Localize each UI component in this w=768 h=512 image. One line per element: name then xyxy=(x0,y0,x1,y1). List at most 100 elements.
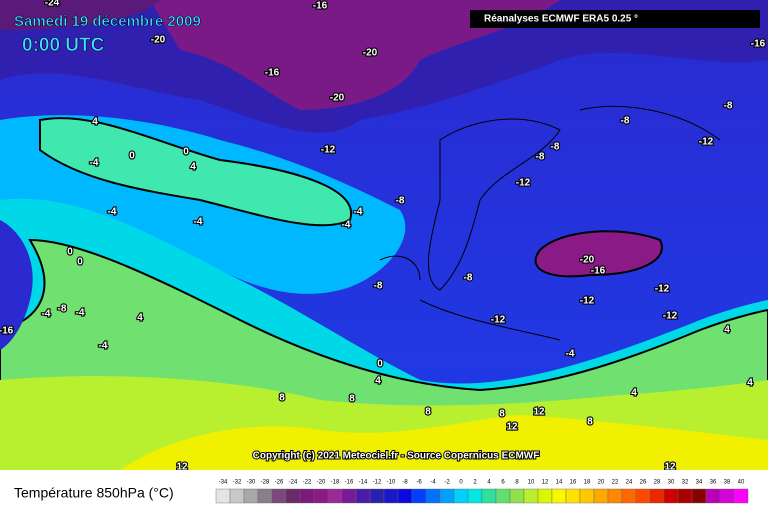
coastline xyxy=(379,105,721,341)
contour-label: -4 xyxy=(42,309,51,320)
contour-label: -4 xyxy=(194,217,203,228)
cold-pocket xyxy=(0,220,33,350)
legend-swatch xyxy=(523,488,539,504)
contour-label: -8 xyxy=(396,196,405,207)
contour-label: -8 xyxy=(58,304,67,315)
source-box xyxy=(470,10,760,28)
source-text: Réanalyses ECMWF ERA5 0.25 ° xyxy=(484,14,638,25)
legend-value: 24 xyxy=(626,480,633,486)
legend-swatch xyxy=(481,488,497,504)
legend-swatch xyxy=(285,488,301,504)
contour-label: 4 xyxy=(137,313,143,324)
arctic-cold-region xyxy=(0,0,160,30)
contour-label: -16 xyxy=(591,266,606,277)
legend-swatch xyxy=(215,488,231,504)
legend-value: 12 xyxy=(542,480,549,486)
contour-label: -20 xyxy=(151,35,166,46)
contour-label: 8 xyxy=(587,417,593,428)
legend-value: -22 xyxy=(303,480,312,486)
legend-value: -30 xyxy=(247,480,256,486)
legend-value: -26 xyxy=(275,480,284,486)
legend-value: 40 xyxy=(738,480,745,486)
legend-value: 34 xyxy=(696,480,703,486)
contour-label: 12 xyxy=(506,422,518,433)
contour-label: -8 xyxy=(551,142,560,153)
contour-label: -20 xyxy=(363,48,378,59)
legend-value: 14 xyxy=(556,480,563,486)
legend-value: 26 xyxy=(640,480,647,486)
legend-value: 30 xyxy=(668,480,675,486)
legend-swatch xyxy=(243,488,259,504)
legend-value: 8 xyxy=(515,480,519,486)
contour-label: -12 xyxy=(516,178,531,189)
legend-value: -18 xyxy=(331,480,340,486)
legend-swatch xyxy=(467,488,483,504)
legend-value: 10 xyxy=(528,480,535,486)
legend-value: -14 xyxy=(359,480,368,486)
legend-value: -34 xyxy=(219,480,228,486)
arctic-cold-region xyxy=(150,0,560,110)
legend-value: -2 xyxy=(444,480,450,486)
legend-value: -4 xyxy=(430,480,436,486)
legend-swatch xyxy=(299,488,315,504)
contour-label: 0 xyxy=(183,147,189,158)
coastline xyxy=(428,118,561,291)
contour-label: 4 xyxy=(747,378,753,389)
legend-swatch xyxy=(495,488,511,504)
contour-label: 8 xyxy=(425,407,431,418)
legend-value: 2 xyxy=(473,480,477,486)
contour-label: 4 xyxy=(724,325,730,336)
contour-label: -8 xyxy=(536,152,545,163)
legend-swatch xyxy=(565,488,581,504)
contour-label: -4 xyxy=(566,349,575,360)
contour-label: -4 xyxy=(76,308,85,319)
legend-swatch xyxy=(551,488,567,504)
contour-label: -12 xyxy=(491,315,506,326)
legend-value: -24 xyxy=(289,480,298,486)
legend-swatch xyxy=(313,488,329,504)
contour-labels: -24 -16-20-20-16-20-16-12-8-8-8 -12-12-8-4… xyxy=(0,0,767,474)
legend-swatch xyxy=(635,488,651,504)
legend-swatch xyxy=(327,488,343,504)
legend-value: -6 xyxy=(416,480,422,486)
contour-label: 4 xyxy=(375,376,381,387)
copyright: Copyright (c) 2021 Meteociel.fr - Source… xyxy=(253,451,540,462)
legend-swatch xyxy=(593,488,609,504)
mild-core xyxy=(39,117,353,227)
contour-label: 0 xyxy=(129,151,135,162)
legend-value: 28 xyxy=(654,480,661,486)
contour-label: 4 xyxy=(92,117,98,128)
legend-swatch xyxy=(607,488,623,504)
cold-core xyxy=(534,230,663,278)
legend-swatch xyxy=(663,488,679,504)
legend-swatch xyxy=(537,488,553,504)
contour-label: -12 xyxy=(655,284,670,295)
legend-value: -8 xyxy=(402,480,408,486)
contour-label: -8 xyxy=(724,101,733,112)
contour-label: -16 xyxy=(751,39,766,50)
contour-label: -4 xyxy=(90,158,99,169)
legend-value: -20 xyxy=(317,480,326,486)
legend-swatch xyxy=(453,488,469,504)
contour-label: -16 xyxy=(265,68,280,79)
legend-value: 16 xyxy=(570,480,577,486)
legend-value: 20 xyxy=(598,480,605,486)
contour-label: 8 xyxy=(279,393,285,404)
legend-value: 18 xyxy=(584,480,591,486)
legend-value: -10 xyxy=(387,480,396,486)
contour-label: -24 xyxy=(45,0,60,9)
contour-label: 4 xyxy=(631,388,637,399)
contour-label: -20 xyxy=(580,255,595,266)
legend-value: 38 xyxy=(724,480,731,486)
contour-label: -12 xyxy=(699,137,714,148)
legend-swatch xyxy=(397,488,413,504)
legend-swatch xyxy=(411,488,427,504)
contour-label: 0 xyxy=(77,257,83,268)
legend-value: 22 xyxy=(612,480,619,486)
legend-value: 4 xyxy=(487,480,491,486)
contour-label: -12 xyxy=(580,296,595,307)
contour-label: 8 xyxy=(499,409,505,420)
contour-label: 0 xyxy=(377,359,383,370)
legend-title: Température 850hPa (°C) xyxy=(14,485,174,501)
